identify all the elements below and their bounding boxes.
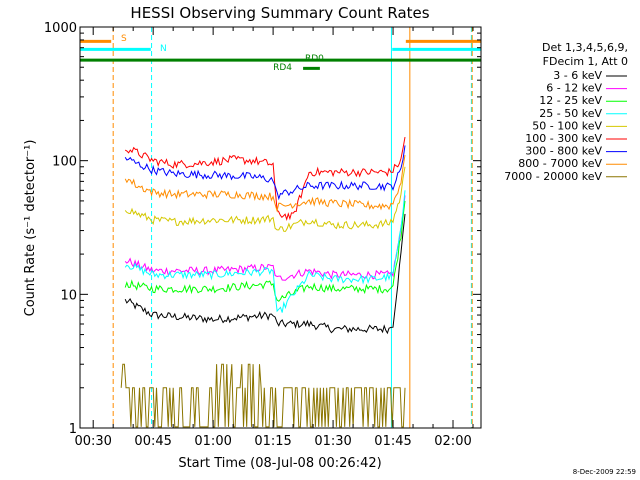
legend-header-line-1: Det 1,3,4,5,6,9, [542, 41, 628, 54]
vertical-markers [112, 27, 473, 428]
series-line [124, 137, 406, 222]
x-tick-label: 01:00 [194, 434, 231, 449]
x-tick-label: 01:15 [254, 434, 291, 449]
y-tick-label: 1000 [44, 21, 77, 36]
chart-title: HESSI Observing Summary Count Rates [130, 4, 429, 22]
legend-header-line-2: FDecim 1, Att 0 [543, 55, 628, 68]
x-tick-label: 02:00 [434, 434, 471, 449]
legend-entry-label: 100 - 300 keV [525, 132, 602, 145]
y-tick-label: 10 [60, 288, 77, 303]
y-axis-label: Count Rate (s⁻¹ detector⁻¹) [23, 140, 38, 317]
legend-entry-label: 800 - 7000 keV [518, 157, 602, 170]
status-bar-label: RD4 [273, 63, 292, 73]
series-line [124, 145, 406, 201]
status-bars: S N RD0 RD4 [80, 34, 481, 73]
series-line [124, 190, 406, 313]
legend-entry-label: 7000 - 20000 keV [504, 170, 602, 183]
y-tick-label: 1 [69, 422, 77, 437]
x-tick-label: 00:30 [74, 434, 111, 449]
legend-entry-label: 50 - 100 keV [532, 119, 602, 132]
y-axis-ticks: 1 10 100 1000 [44, 21, 481, 437]
x-tick-label: 01:45 [374, 434, 411, 449]
status-bar-label: S [121, 34, 127, 44]
x-tick-label: 01:30 [314, 434, 351, 449]
series-line [124, 195, 406, 281]
legend-entry-label: 12 - 25 keV [539, 94, 602, 107]
status-bar-label: RD0 [305, 54, 324, 64]
legend-entry-label: 3 - 6 keV [553, 69, 602, 82]
x-tick-label: 00:45 [134, 434, 171, 449]
x-axis-label: Start Time (08-Jul-08 00:26:42) [178, 456, 381, 471]
series-lines [120, 137, 406, 428]
series-line [124, 166, 406, 232]
x-axis-ticks: 00:30 00:45 01:00 01:15 01:30 01:45 02:00 [74, 27, 474, 449]
series-line [124, 155, 406, 213]
legend-entry-label: 25 - 50 keV [539, 107, 602, 120]
legend-entry-label: 300 - 800 keV [525, 145, 602, 158]
series-line [120, 363, 406, 428]
y-tick-label: 100 [52, 155, 77, 170]
footer-timestamp: 8-Dec-2009 22:59 [573, 468, 636, 476]
series-line [124, 200, 406, 302]
series-line [124, 213, 406, 335]
plot-frame [79, 26, 482, 429]
legend-entry-label: 6 - 12 keV [546, 82, 602, 95]
status-bar-label: N [160, 44, 167, 54]
